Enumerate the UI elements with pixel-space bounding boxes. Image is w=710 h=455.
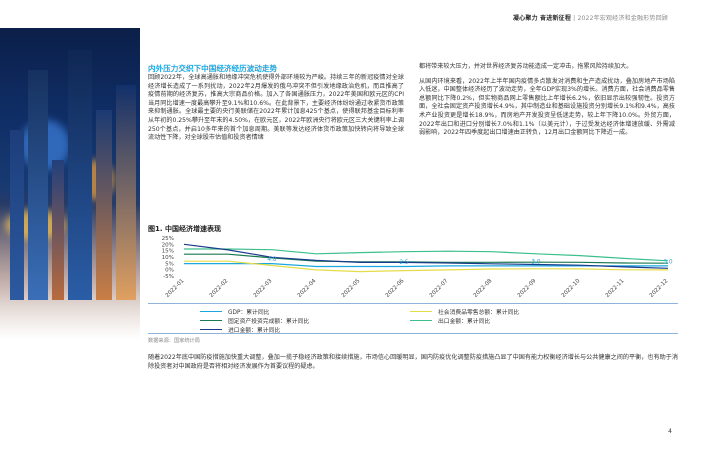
growth-chart: 25% 20% 15% 10% 5% 0% -5% 2022-01 2022-02 2022-03… — [148, 234, 678, 304]
legend-swatch-fai — [200, 319, 222, 322]
x-tick-label: 2022-02 — [209, 278, 230, 299]
x-tick-label: 2022-01 — [165, 278, 186, 299]
bottom-paragraph: 随着2022年底中国防疫措施加快重大调整，叠加一揽子稳经济政策和接续措施，市场信… — [148, 354, 678, 370]
cityscape-photo — [0, 0, 140, 340]
chart-svg: 25%20%15%10%5%0%-5%2022-01 2022-02 2022-03… — [162, 236, 673, 299]
y-tick-label: 10% — [162, 255, 174, 261]
data-label: 2.5 — [399, 260, 409, 266]
series-line-fai — [184, 253, 669, 264]
legend-swatch-gdp — [200, 310, 222, 313]
x-tick-label: 2022-07 — [429, 278, 450, 299]
x-tick-label: 2022-03 — [253, 278, 274, 299]
y-tick-label: 15% — [162, 249, 174, 255]
legend-item-export: 出口金额：累计同比 — [410, 316, 490, 325]
x-tick-label: 2022-05 — [341, 278, 362, 299]
header-report-title: 2022年宏观经济和金融形势回顾 — [577, 15, 668, 22]
legend-label-retail: 社会消费品零售总额：累计同比 — [438, 310, 520, 316]
legend-label-fai: 固定资产投资完成额：累计同比 — [228, 319, 310, 325]
running-header: 凝心聚力 奋进新征程 | 2022年宏观经济和金融形势回顾 — [513, 13, 668, 22]
x-tick-label: 2022-06 — [385, 278, 406, 299]
y-tick-label: 20% — [162, 242, 174, 248]
legend-item-fai: 固定资产投资完成额：累计同比 — [200, 316, 309, 325]
y-tick-label: -5% — [163, 274, 174, 280]
left-column: 回顾2022年，全球高通胀和地缘冲突危机使得外部环境较为严峻。持续三年的新冠疫情… — [148, 74, 404, 143]
section-title: 内外压力交织下中国经济经历波动走势 — [148, 64, 278, 73]
legend-item-import: 进口金额：累计同比 — [200, 325, 280, 334]
x-tick-label: 2022-04 — [297, 278, 318, 299]
left-paragraph: 回顾2022年，全球高通胀和地缘冲突危机使得外部环境较为严峻。持续三年的新冠疫情… — [148, 74, 404, 142]
right-paragraph-1: 都将带来较大压力，并对世界经济复苏动能造成一定冲击，拖累风险持续加大。 — [419, 63, 633, 70]
page-number: 4 — [668, 428, 672, 435]
legend-top-rule — [148, 303, 678, 304]
series-line-retail — [184, 260, 669, 273]
figure-title: 图1. 中国经济增速表现 — [148, 225, 221, 233]
legend-label-export: 出口金额：累计同比 — [438, 319, 491, 325]
data-label: 3.0 — [663, 259, 673, 265]
legend-item-retail: 社会消费品零售总额：累计同比 — [410, 307, 519, 316]
header-separator: | — [573, 15, 576, 22]
figure-source: 数据来源：国家统计局 — [148, 338, 200, 344]
legend-swatch-export — [410, 319, 432, 322]
y-tick-label: 5% — [165, 261, 174, 267]
y-tick-label: 25% — [162, 236, 174, 242]
legend-item-gdp: GDP：累计同比 — [200, 307, 269, 316]
right-paragraph-2: 从国内环境来看，2022年上半年国内疫情多点散发对消费和生产造成扰动，叠加房地产… — [419, 77, 675, 137]
series-line-import — [183, 243, 669, 269]
legend-swatch-retail — [410, 310, 432, 313]
right-column: 都将带来较大压力，并对世界经济复苏动能造成一定冲击，拖累风险持续加大。 从国内环… — [419, 63, 675, 138]
top-bar — [0, 0, 710, 28]
legend-label-gdp: GDP：累计同比 — [228, 310, 270, 316]
x-tick-label: 2022-10 — [561, 278, 582, 299]
data-label: 3.0 — [531, 259, 541, 265]
x-tick-label: 2022-09 — [517, 278, 538, 299]
x-tick-label: 2022-08 — [473, 278, 494, 299]
header-brand: 凝心聚力 奋进新征程 — [512, 15, 572, 22]
legend-label-import: 进口金额：累计同比 — [228, 328, 281, 334]
x-tick-label: 2022-11 — [605, 278, 626, 299]
legend-bottom-rule — [148, 333, 678, 334]
series-line-export — [184, 248, 669, 262]
legend-swatch-import — [200, 328, 222, 331]
x-tick-label: 2022-12 — [649, 278, 670, 299]
data-label: 4.8 — [267, 257, 277, 263]
y-tick-label: 0% — [165, 268, 174, 274]
